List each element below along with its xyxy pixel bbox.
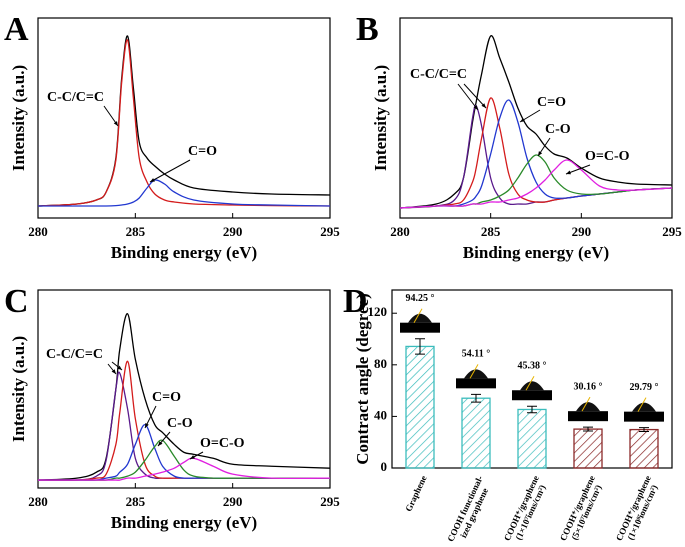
arrow-head — [190, 455, 195, 459]
droplet-icon — [408, 313, 432, 323]
panel-label: B — [356, 11, 379, 48]
arrow — [463, 83, 487, 109]
value-label: 30.16 ° — [574, 381, 603, 392]
error-bar — [583, 426, 593, 432]
x-tick-label: 290 — [223, 224, 243, 239]
bar — [573, 428, 603, 469]
droplet-icon — [520, 381, 544, 391]
spectrum-line — [37, 439, 330, 481]
arrow-head — [520, 117, 525, 122]
angle-mark — [581, 396, 591, 412]
arrow-head — [538, 151, 543, 156]
spectrum-line — [38, 179, 331, 207]
x-tick-label: 290 — [223, 494, 243, 509]
panel-label: D — [343, 283, 368, 320]
peak-label: C=O — [152, 390, 181, 405]
bar — [405, 345, 435, 469]
spectrum-line — [37, 313, 331, 481]
spectrum-line — [399, 159, 673, 209]
arrow-head — [113, 121, 118, 126]
angle-mark — [525, 375, 535, 391]
droplet-icon — [632, 402, 656, 412]
spectrum-line — [399, 97, 673, 209]
peak-label: C=O — [537, 95, 566, 110]
y-axis-label: Contract angle (degree) — [353, 293, 372, 465]
arrow-head — [158, 441, 163, 446]
y-tick-label: 80 — [374, 356, 387, 371]
y-tick-label: 120 — [368, 304, 388, 319]
substrate-icon — [624, 411, 664, 422]
x-tick-label: 280 — [390, 224, 410, 239]
error-bar — [639, 427, 649, 433]
error-bar — [471, 393, 481, 403]
arrow-head — [150, 178, 155, 182]
bar — [517, 408, 547, 469]
arrow-head — [117, 365, 122, 370]
spectrum-line — [37, 35, 331, 207]
x-tick-label: 295 — [320, 494, 340, 509]
y-axis-label: Intensity (a.u.) — [371, 65, 390, 171]
bar — [461, 397, 491, 469]
bar — [629, 428, 659, 469]
peak-label: C-C/C=C — [47, 90, 104, 105]
spectrum-line — [399, 104, 673, 209]
value-label: 29.79 ° — [630, 382, 659, 393]
x-tick-label: 285 — [481, 224, 501, 239]
spectrum-line — [399, 99, 673, 209]
y-tick-label: 0 — [381, 459, 388, 474]
peak-label: O=C-O — [200, 436, 245, 451]
angle-mark — [637, 397, 647, 412]
x-tick-label: 295 — [662, 224, 682, 239]
arrow-head — [473, 105, 478, 110]
peak-label: C-O — [167, 416, 193, 431]
y-axis-label: Intensity (a.u.) — [9, 336, 28, 442]
y-axis-label: Intensity (a.u.) — [9, 65, 28, 171]
angle-mark — [413, 308, 423, 323]
arrow-head — [481, 103, 486, 108]
x-tick-label: 285 — [126, 494, 146, 509]
substrate-icon — [456, 378, 496, 389]
x-axis-label: Binding energy (eV) — [111, 243, 257, 262]
x-axis-label: Binding energy (eV) — [111, 513, 257, 532]
error-bar — [415, 338, 425, 355]
peak-label: C-C/C=C — [410, 67, 467, 82]
panel-label: A — [4, 11, 29, 48]
y-tick-label: 40 — [374, 407, 387, 422]
peak-label: O=C-O — [585, 149, 630, 164]
arrow-head — [145, 423, 149, 428]
substrate-icon — [512, 390, 552, 401]
droplet-icon — [464, 369, 488, 379]
arrow — [149, 159, 191, 183]
arrow-head — [111, 369, 116, 374]
x-tick-label: 280 — [28, 224, 48, 239]
x-tick-label: 280 — [28, 494, 48, 509]
arrow-head — [566, 170, 571, 175]
droplet-icon — [576, 402, 600, 412]
x-axis-label: Binding energy (eV) — [463, 243, 609, 262]
peak-label: C-C/C=C — [46, 347, 103, 362]
angle-mark — [469, 364, 479, 379]
arrow — [457, 83, 479, 111]
plot-frame — [399, 17, 673, 219]
peak-label: C-O — [545, 122, 571, 137]
error-bar — [527, 405, 537, 414]
spectrum-line — [37, 457, 331, 481]
value-label: 54.11 ° — [462, 349, 490, 360]
plot-frame — [37, 17, 331, 219]
substrate-icon — [400, 322, 440, 333]
value-label: 45.38 ° — [518, 361, 547, 372]
x-tick-label: 295 — [320, 224, 340, 239]
spectrum-line — [37, 39, 331, 207]
x-tick-label: 285 — [126, 224, 146, 239]
x-tick-label: 290 — [572, 224, 592, 239]
panel-label: C — [4, 283, 29, 320]
substrate-icon — [568, 411, 608, 422]
value-label: 94.25 ° — [406, 293, 435, 304]
peak-label: C=O — [188, 144, 217, 159]
plot-frame — [37, 289, 331, 489]
